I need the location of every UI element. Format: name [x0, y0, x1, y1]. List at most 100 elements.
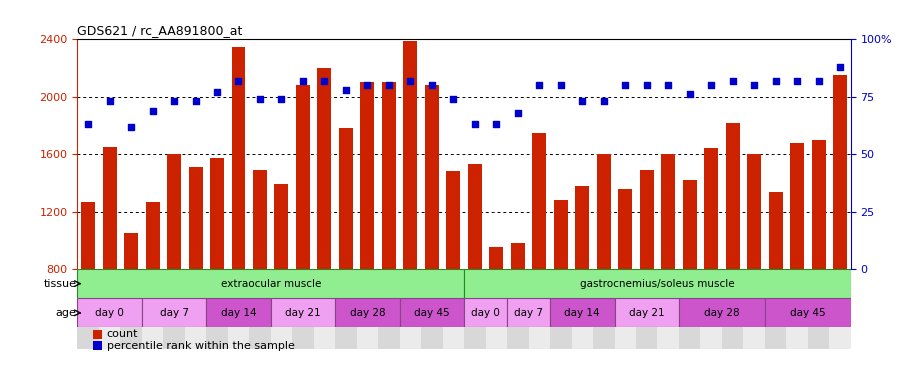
Bar — [679, 298, 765, 327]
Text: age: age — [56, 308, 76, 318]
Point — [231, 78, 246, 84]
Bar — [271, 298, 335, 327]
Bar — [657, 269, 679, 350]
Text: day 21: day 21 — [629, 308, 664, 318]
Bar — [765, 298, 851, 327]
Bar — [421, 269, 442, 350]
Bar — [808, 269, 829, 350]
Bar — [442, 269, 464, 350]
Bar — [829, 269, 851, 350]
Bar — [507, 269, 529, 350]
Point — [146, 108, 160, 114]
Point — [833, 64, 847, 70]
Text: count: count — [106, 330, 138, 339]
Bar — [532, 133, 546, 375]
Bar — [786, 269, 808, 350]
Bar — [271, 269, 292, 350]
Text: day 7: day 7 — [159, 308, 188, 318]
Bar — [464, 298, 507, 327]
Point — [188, 98, 203, 104]
Point — [682, 92, 697, 98]
Point — [725, 78, 740, 84]
Bar — [507, 298, 550, 327]
Point — [296, 78, 310, 84]
Point — [381, 82, 396, 88]
Bar — [275, 184, 288, 375]
Point — [596, 98, 611, 104]
Bar — [618, 189, 632, 375]
Bar — [167, 154, 181, 375]
Point — [360, 82, 375, 88]
Bar — [81, 201, 95, 375]
Text: extraocular muscle: extraocular muscle — [220, 279, 321, 289]
Bar — [357, 269, 379, 350]
Bar — [120, 269, 142, 350]
Text: day 0: day 0 — [96, 308, 124, 318]
Text: GDS621 / rc_AA891800_at: GDS621 / rc_AA891800_at — [77, 24, 243, 37]
Bar — [529, 269, 550, 350]
Bar — [554, 200, 568, 375]
Bar — [335, 269, 357, 350]
Bar — [93, 330, 102, 339]
Bar — [146, 201, 159, 375]
Point — [425, 82, 440, 88]
Text: day 14: day 14 — [221, 308, 257, 318]
Bar — [379, 269, 399, 350]
Bar — [403, 41, 418, 375]
Point — [339, 87, 353, 93]
Bar — [812, 140, 825, 375]
Bar — [253, 170, 267, 375]
Bar — [747, 154, 761, 375]
Text: day 28: day 28 — [704, 308, 740, 318]
Bar — [679, 269, 701, 350]
Bar — [296, 85, 310, 375]
Bar — [725, 123, 740, 375]
Bar — [468, 164, 481, 375]
Point — [768, 78, 783, 84]
Bar — [614, 298, 679, 327]
Text: tissue: tissue — [44, 279, 76, 289]
Bar — [142, 298, 207, 327]
Point — [532, 82, 547, 88]
Bar — [93, 341, 102, 350]
Text: gastrocnemius/soleus muscle: gastrocnemius/soleus muscle — [581, 279, 734, 289]
Bar — [249, 269, 271, 350]
Text: day 7: day 7 — [514, 308, 543, 318]
Bar — [662, 154, 675, 375]
Bar — [77, 298, 142, 327]
Point — [790, 78, 804, 84]
Point — [446, 96, 460, 102]
Bar — [701, 269, 722, 350]
Bar — [425, 85, 439, 375]
Point — [274, 96, 288, 102]
Bar — [550, 269, 571, 350]
Text: day 0: day 0 — [471, 308, 500, 318]
Bar — [682, 180, 697, 375]
Point — [812, 78, 826, 84]
Bar — [103, 147, 116, 375]
Text: day 45: day 45 — [414, 308, 450, 318]
Bar — [640, 170, 653, 375]
Point — [81, 122, 96, 128]
Bar — [636, 269, 657, 350]
Bar — [188, 167, 203, 375]
Bar — [511, 243, 525, 375]
Bar — [597, 154, 611, 375]
Bar — [490, 248, 503, 375]
Point — [468, 122, 482, 128]
Bar — [207, 269, 228, 350]
Bar — [339, 128, 353, 375]
Point — [704, 82, 719, 88]
Bar — [163, 269, 185, 350]
Text: percentile rank within the sample: percentile rank within the sample — [106, 341, 295, 351]
Point — [167, 98, 181, 104]
Text: day 28: day 28 — [349, 308, 385, 318]
Bar — [314, 269, 335, 350]
Point — [124, 124, 138, 130]
Bar — [210, 159, 224, 375]
Text: day 45: day 45 — [790, 308, 825, 318]
Bar — [447, 171, 460, 375]
Bar — [142, 269, 163, 350]
Text: day 21: day 21 — [285, 308, 320, 318]
Point — [102, 98, 116, 104]
